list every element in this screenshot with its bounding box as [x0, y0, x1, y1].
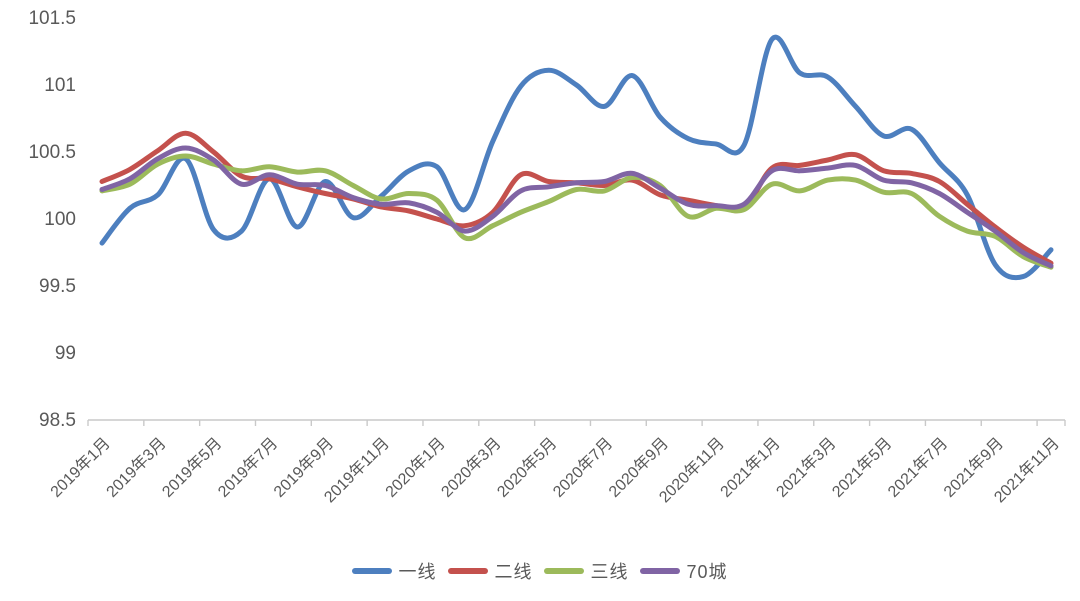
- y-axis-tick-label: 100: [44, 209, 76, 230]
- x-axis-tick-label: 2020年7月: [549, 434, 616, 501]
- legend-label-tier2: 二线: [494, 562, 533, 582]
- y-axis-tick-label: 99.5: [39, 276, 76, 297]
- x-axis-tick-label: 2020年3月: [438, 434, 505, 501]
- x-axis-tick-label: 2020年1月: [382, 434, 449, 501]
- x-axis-tick-label: 2019年1月: [47, 434, 114, 501]
- series-line-70cities: [99, 145, 1054, 269]
- y-axis-tick-label: 99: [55, 343, 76, 364]
- legend-item-70cities: 70城: [640, 558, 727, 584]
- y-axis-tick-label: 101.5: [28, 8, 76, 29]
- chart-legend: 一线 二线 三线 70城: [0, 558, 1080, 584]
- legend-swatch-tier3: [544, 568, 585, 574]
- x-axis-tick-label: 2019年5月: [159, 434, 226, 501]
- x-axis-tick-label: 2019年7月: [214, 434, 281, 501]
- legend-swatch-tier1: [352, 568, 393, 574]
- legend-label-tier1: 一线: [398, 562, 437, 582]
- series-line-tier1: [99, 34, 1054, 281]
- legend-label-tier3: 三线: [590, 562, 629, 582]
- legend-label-70cities: 70城: [686, 562, 728, 582]
- legend-swatch-tier2: [448, 568, 489, 574]
- x-axis-tick-label: 2021年7月: [884, 434, 951, 501]
- x-axis-tick-label: 2021年3月: [773, 434, 840, 501]
- series-line-tier2: [99, 130, 1054, 266]
- legend-item-tier3: 三线: [544, 558, 628, 584]
- legend-item-tier2: 二线: [448, 558, 532, 584]
- legend-swatch-70cities: [640, 568, 681, 574]
- x-axis-tick-label: 2021年1月: [717, 434, 784, 501]
- x-axis-tick-label: 2020年5月: [494, 434, 561, 501]
- legend-item-tier1: 一线: [352, 558, 436, 584]
- x-axis-tick-label: 2019年3月: [103, 434, 170, 501]
- y-axis-tick-label: 100.5: [28, 142, 76, 163]
- series-line-tier3: [99, 153, 1054, 270]
- x-axis-tick-label: 2021年5月: [829, 434, 896, 501]
- y-axis-tick-label: 101: [44, 75, 76, 96]
- y-axis-tick-label: 98.5: [39, 410, 76, 431]
